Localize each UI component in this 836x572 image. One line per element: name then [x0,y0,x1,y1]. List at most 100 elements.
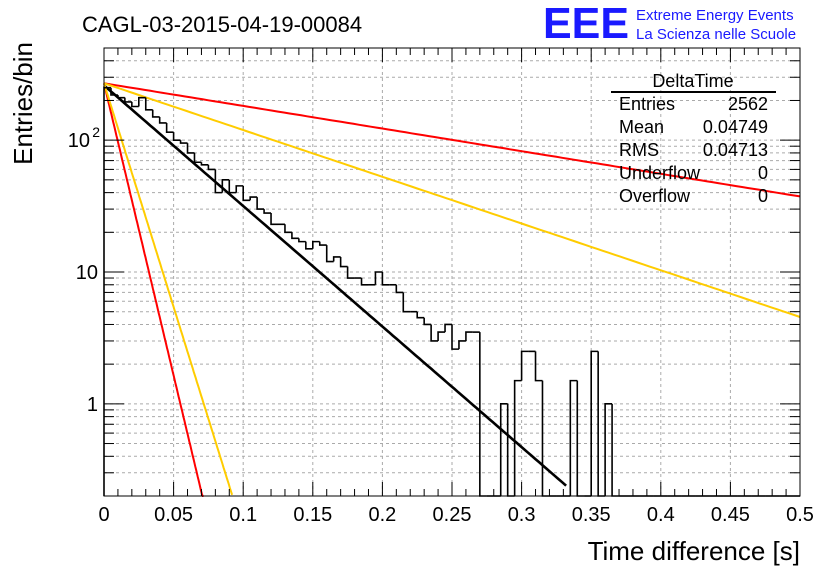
x-tick-label: 0.05 [154,504,193,526]
x-tick-label: 0.2 [368,504,396,526]
x-tick-label: 0.4 [647,504,675,526]
histogram-bin [534,351,543,382]
histogram-bin [165,122,174,133]
eee-logo-line1: Extreme Energy Events [636,7,794,24]
histogram-bin [207,164,216,171]
histogram-bin [110,87,118,96]
histogram-bin [541,380,550,497]
histogram-bin [430,324,439,342]
histogram-bin [597,351,606,497]
histogram-bin [270,213,278,226]
stats-value: 0 [758,163,768,183]
y-tick-label: 10 [68,130,90,152]
histogram-bin [158,116,167,124]
histogram-bin [193,152,202,164]
stats-label: RMS [619,140,659,160]
histogram-bin [228,179,237,194]
histogram-bin [214,169,223,194]
histogram-bin [256,197,265,210]
y-tick-label-exponent: 2 [92,124,100,140]
histogram-bin [172,132,181,141]
stats-box: DeltaTime Entries 2562 Mean 0.04749 RMS … [611,71,776,206]
histogram-bin [298,238,306,243]
fit-curves [103,82,801,497]
stats-label: Mean [619,117,664,137]
grid-lines [104,47,800,497]
histogram-bin [569,379,578,496]
histogram-bin [138,96,146,107]
stats-value: 0.04713 [703,140,768,160]
histogram-bin [451,324,459,350]
histogram-bin [312,240,320,249]
histogram-bin [604,403,613,496]
histogram-bin [465,331,473,341]
reference-curve [103,82,801,198]
histogram-bin [346,266,355,279]
stats-title: DeltaTime [652,71,733,91]
histogram-bin [151,109,160,118]
histogram-bin [291,232,299,240]
eee-logo-mark: EEE [543,0,629,48]
chart-title: CAGL-03-2015-04-19-00084 [82,12,362,37]
stats-label: Overflow [619,186,691,206]
histogram-bin [179,140,188,144]
plot-frame [103,47,801,497]
histogram-bin [513,379,522,496]
histogram-bin [437,331,446,341]
reference-curve [103,83,204,497]
histogram-bin [444,323,452,333]
x-tick-label: 0.45 [711,504,750,526]
x-tick-label: 0 [98,504,109,526]
histogram-bin [381,272,390,286]
histogram-bin [520,350,529,381]
histogram-bin [186,143,195,154]
y-axis-label: Entries/bin [8,42,38,165]
x-axis-label: Time difference [s] [588,536,800,566]
histogram-bin [242,185,251,202]
histogram-bin [611,403,620,497]
histogram-bin [103,86,111,496]
stats-value: 2562 [728,94,768,114]
histogram-bin [416,311,425,319]
histogram-bin [117,95,125,99]
histogram-bin [144,97,153,111]
histogram-bin [284,224,292,234]
histogram-bin [305,241,313,250]
y-tick-label: 1 [87,394,98,416]
histogram-bin [590,350,599,496]
histogram-bin [332,256,341,262]
stats-value: 0 [758,186,768,206]
histogram-bin [318,241,327,246]
histogram-bin [131,101,139,108]
y-tick-label: 10 [76,262,98,284]
stats-label: Entries [619,94,675,114]
histogram-bin [221,179,230,193]
histogram-bin [402,292,411,313]
histogram-bin [200,162,209,166]
x-tick-label: 0.3 [508,504,536,526]
x-tick-label: 0.5 [786,504,814,526]
histogram-bin [423,317,432,326]
fit-curve [103,84,567,487]
histogram-bin [249,196,258,201]
stats-label: Underflow [619,163,701,183]
histogram-bin [458,340,466,350]
histogram-bin [395,284,404,294]
histogram-bin [325,245,334,263]
histogram-bin [499,403,508,496]
axis-ticks [103,47,801,497]
x-tick-label: 0.35 [572,504,611,526]
histogram-bin [506,403,515,497]
histogram-bin [235,185,244,193]
x-tick-label: 0.1 [229,504,257,526]
histogram-bin [374,271,383,285]
histogram-bin [339,256,348,268]
histogram-bin [360,278,369,286]
eee-logo-line2: La Scienza nelle Scuole [636,26,796,43]
x-tick-labels: 0 0.05 0.1 0.15 0.2 0.25 0.3 0.35 0.4 0.45 0.5 [98,504,813,526]
reference-curve [103,82,801,318]
reference-curve [103,82,234,496]
eee-logo: EEE Extreme Energy Events La Scienza nel… [543,0,796,48]
